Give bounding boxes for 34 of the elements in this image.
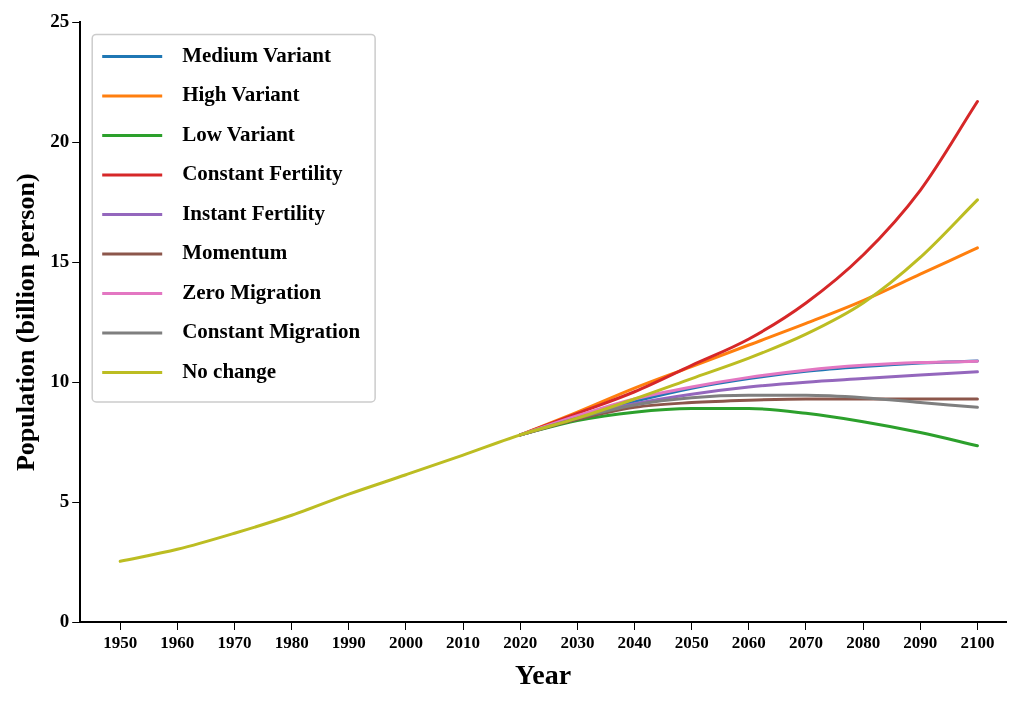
x-tick-label: 1970 (217, 632, 252, 652)
y-tick-label: 15 (50, 250, 70, 272)
x-tick-label: 2040 (617, 632, 652, 652)
legend-label: Zero Migration (182, 279, 322, 304)
legend-label: High Variant (182, 82, 300, 107)
legend-label: Constant Migration (182, 319, 361, 344)
x-tick-label: 1990 (331, 632, 366, 652)
y-axis-title: Population (billion person) (11, 173, 41, 472)
x-tick-label: 2020 (503, 632, 538, 652)
x-tick-label: 1960 (160, 632, 195, 652)
x-tick-label: 2050 (674, 632, 709, 652)
x-tick-label: 2090 (903, 632, 938, 652)
y-tick-label: 20 (50, 130, 70, 152)
x-tick-label: 2100 (960, 632, 995, 652)
legend-label: No change (182, 358, 277, 383)
y-tick-label: 25 (50, 10, 70, 32)
x-tick-label: 2030 (560, 632, 595, 652)
x-tick-label: 2080 (846, 632, 881, 652)
y-tick-label: 0 (59, 609, 70, 631)
x-tick-label: 1950 (103, 632, 138, 652)
legend-label: Constant Fertility (182, 161, 344, 186)
y-tick-label: 10 (50, 370, 70, 392)
legend-label: Instant Fertility (182, 200, 326, 225)
x-tick-label: 2060 (731, 632, 766, 652)
x-tick-label: 2010 (446, 632, 481, 652)
x-tick-label: 2000 (388, 632, 423, 652)
line-series (118, 198, 979, 563)
x-tick-label: 1980 (274, 632, 309, 652)
legend-label: Low Variant (182, 121, 295, 146)
x-tick-label: 2070 (788, 632, 823, 652)
legend-label: Medium Variant (182, 42, 331, 67)
x-axis-title: Year (515, 659, 572, 691)
legend-label: Momentum (182, 240, 288, 265)
y-tick-label: 5 (59, 489, 70, 511)
